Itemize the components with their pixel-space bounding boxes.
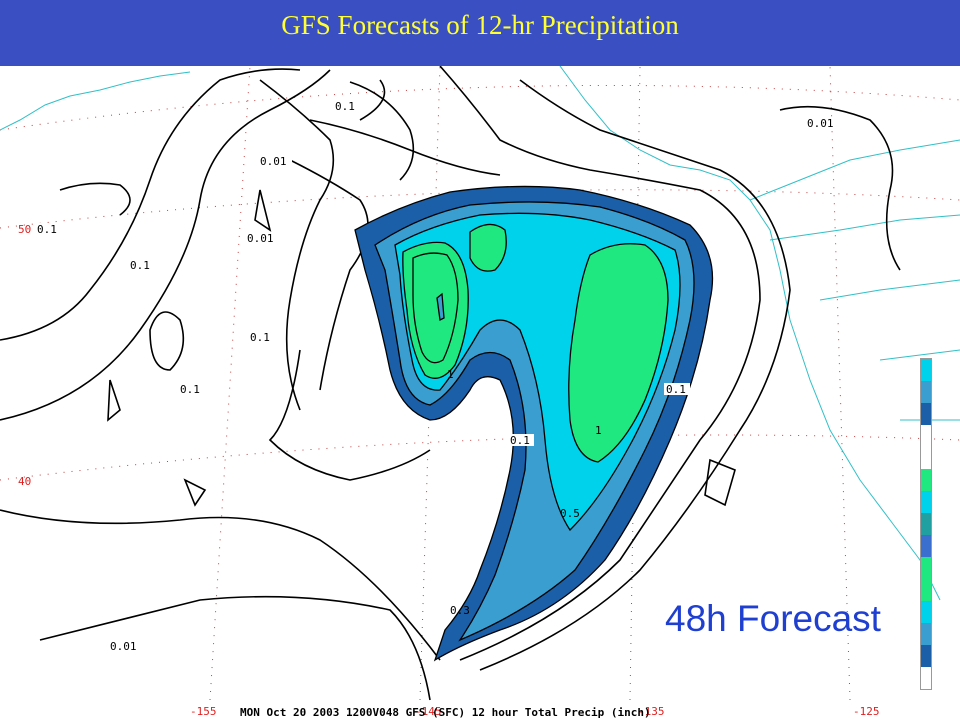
graticule (0, 66, 960, 701)
precipitation-map: 0.1 0.01 0.01 0.1 0.01 0.1 0.1 0.1 1 0.1… (0, 66, 960, 701)
page-title: GFS Forecasts of 12-hr Precipitation (281, 10, 679, 40)
contour-label: 0.1 (335, 100, 355, 113)
color-legend-bar (920, 358, 932, 690)
legend-swatch (921, 557, 931, 579)
precip-1-0-blob (469, 223, 507, 272)
contour-label: 0.1 (510, 434, 530, 447)
legend-swatch (921, 469, 931, 491)
latitude-label-40: 40 (18, 475, 31, 488)
legend-swatch (921, 579, 931, 601)
legend-swatch (921, 359, 931, 381)
coastline (0, 66, 960, 601)
latitude-labels: 50 40 (18, 223, 31, 488)
contour-label: 0.1 (250, 331, 270, 344)
contour-label: 0.1 (666, 383, 686, 396)
precip-fills (354, 185, 714, 662)
legend-swatch (921, 601, 931, 623)
contour-label: 0.1 (37, 223, 57, 236)
contour-label: 0.1 (130, 259, 150, 272)
forecast-label: 48h Forecast (665, 598, 881, 639)
contour-label: 0.5 (560, 507, 580, 520)
legend-swatch (921, 623, 931, 645)
footer-caption: MON Oct 20 2003 1200V048 GFS (SFC) 12 ho… (240, 706, 651, 719)
legend-swatch (921, 513, 931, 535)
legend-swatch (921, 381, 931, 403)
contour-label: 1 (447, 368, 454, 381)
contour-label: 0.01 (260, 155, 287, 168)
latitude-label-50: 50 (18, 223, 31, 236)
legend-swatch (921, 645, 931, 667)
contour-label: 0.01 (807, 117, 834, 130)
longitude-label-125: -125 (853, 705, 880, 718)
legend-swatch (921, 491, 931, 513)
precip-max-core (436, 292, 445, 321)
legend-swatch (921, 403, 931, 425)
contour-label: 0.01 (110, 640, 137, 653)
longitude-label-145: -145 (415, 705, 442, 718)
contour-label: 0.01 (247, 232, 274, 245)
contour-label: 1 (595, 424, 602, 437)
longitude-label-155: -155 (190, 705, 217, 718)
contour-label: 0.1 (180, 383, 200, 396)
precip-1-0-inner (412, 252, 459, 364)
legend-swatch (921, 535, 931, 557)
title-bar: GFS Forecasts of 12-hr Precipitation (0, 0, 960, 66)
contour-labels: 0.1 0.01 0.01 0.1 0.01 0.1 0.1 0.1 1 0.1… (35, 100, 839, 653)
precip-1-0-right (568, 243, 669, 463)
longitude-label-135: -135 (638, 705, 665, 718)
contour-label: 0.3 (450, 604, 470, 617)
